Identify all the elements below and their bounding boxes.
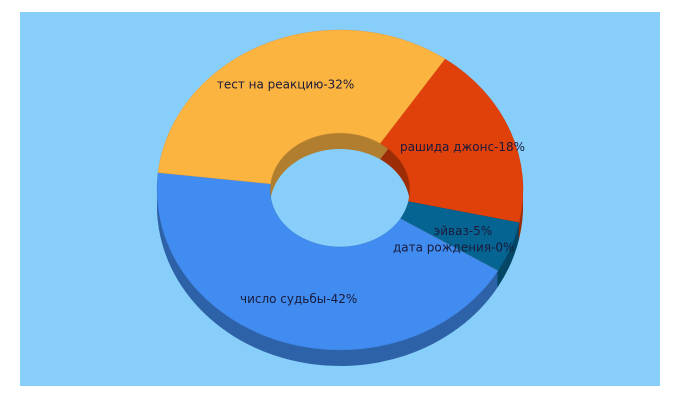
data-label: эйваз-5% — [434, 224, 493, 238]
donut-tops — [156, 29, 524, 351]
data-label: тест на реакцию-32% — [217, 78, 354, 92]
data-label: дата рождения-0% — [393, 241, 515, 255]
labels: рашида джонс-18% эйваз-5% дата рождения-0%… — [217, 78, 525, 306]
data-label: рашида джонс-18% — [400, 140, 525, 154]
data-label: число судьбы-42% — [240, 292, 357, 306]
slice — [157, 29, 446, 185]
slice — [156, 172, 499, 351]
slice — [379, 58, 524, 224]
